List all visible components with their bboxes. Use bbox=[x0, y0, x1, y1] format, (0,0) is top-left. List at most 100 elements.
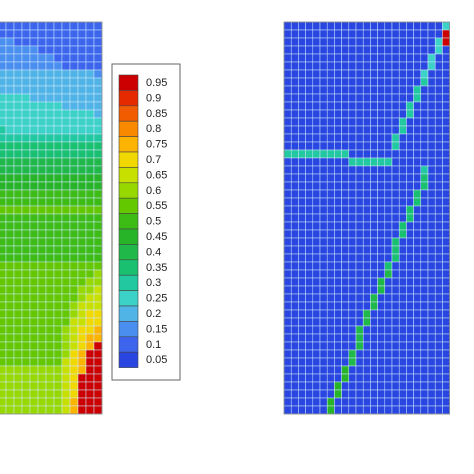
heatmap-cell bbox=[0, 157, 7, 167]
heatmap-cell bbox=[93, 189, 103, 199]
heatmap-cell bbox=[93, 125, 103, 135]
heatmap-cell bbox=[362, 405, 371, 415]
heatmap-cell bbox=[290, 301, 299, 311]
heatmap-cell bbox=[370, 181, 378, 191]
heatmap-cell bbox=[0, 173, 7, 183]
heatmap-cell bbox=[406, 221, 414, 231]
heatmap-cell bbox=[305, 205, 314, 215]
heatmap-cell bbox=[420, 245, 429, 255]
heatmap-cell bbox=[413, 21, 422, 31]
heatmap-cell bbox=[61, 373, 71, 383]
heatmap-cell bbox=[326, 285, 335, 295]
heatmap-cell bbox=[442, 53, 450, 63]
heatmap-cell bbox=[69, 333, 79, 343]
heatmap-cell bbox=[391, 109, 400, 119]
heatmap-cell bbox=[312, 213, 321, 223]
heatmap-cell bbox=[434, 237, 443, 247]
heatmap-cell bbox=[0, 357, 7, 367]
heatmap-cell bbox=[391, 181, 400, 191]
heatmap-cell bbox=[13, 149, 23, 159]
heatmap-cell bbox=[377, 53, 386, 63]
heatmap-cell bbox=[406, 85, 414, 95]
heatmap-cell bbox=[420, 285, 429, 295]
heatmap-cell bbox=[85, 261, 95, 271]
heatmap-cell bbox=[334, 205, 342, 215]
heatmap-cell bbox=[348, 85, 357, 95]
heatmap-cell bbox=[77, 389, 87, 399]
heatmap-cell bbox=[283, 373, 292, 383]
heatmap-cell bbox=[413, 117, 422, 127]
heatmap-cell bbox=[348, 405, 357, 415]
heatmap-cell bbox=[305, 341, 314, 351]
heatmap-cell bbox=[283, 365, 292, 375]
heatmap-cell bbox=[406, 253, 414, 263]
heatmap-cell bbox=[53, 333, 63, 343]
colorbar-tick-label: 0.25 bbox=[146, 293, 167, 305]
heatmap-cell bbox=[85, 285, 95, 295]
heatmap-cell bbox=[5, 37, 15, 47]
heatmap-cell bbox=[348, 117, 357, 127]
heatmap-cell bbox=[290, 109, 299, 119]
heatmap-cell bbox=[434, 309, 443, 319]
heatmap-cell bbox=[341, 373, 350, 383]
colorbar-swatch bbox=[118, 213, 139, 230]
heatmap-cell bbox=[29, 269, 39, 279]
heatmap-cell bbox=[348, 261, 357, 271]
heatmap-cell bbox=[5, 245, 15, 255]
heatmap-cell bbox=[298, 29, 306, 39]
heatmap-cell bbox=[61, 189, 71, 199]
heatmap-cell bbox=[370, 205, 378, 215]
heatmap-cell bbox=[442, 333, 450, 343]
colorbar-swatch bbox=[118, 228, 139, 245]
heatmap-cell bbox=[427, 29, 436, 39]
heatmap-cell bbox=[13, 341, 23, 351]
heatmap-cell bbox=[420, 37, 429, 47]
heatmap-cell bbox=[61, 261, 71, 271]
heatmap-cell bbox=[45, 301, 55, 311]
heatmap-cell bbox=[29, 381, 39, 391]
heatmap-cell bbox=[13, 181, 23, 191]
heatmap-cell bbox=[290, 125, 299, 135]
heatmap-cell bbox=[391, 213, 400, 223]
heatmap-cell bbox=[391, 237, 400, 247]
heatmap-cell bbox=[85, 181, 95, 191]
heatmap-cell bbox=[312, 157, 321, 167]
heatmap-cell bbox=[61, 405, 71, 415]
heatmap-cell bbox=[406, 77, 414, 87]
heatmap-cell bbox=[29, 245, 39, 255]
heatmap-cell bbox=[69, 205, 79, 215]
heatmap-cell bbox=[77, 61, 87, 71]
heatmap-cell bbox=[37, 133, 47, 143]
heatmap-cell bbox=[53, 149, 63, 159]
heatmap-cell bbox=[283, 253, 292, 263]
heatmap-cell bbox=[420, 157, 429, 167]
heatmap-cell bbox=[5, 133, 15, 143]
heatmap-cell bbox=[305, 229, 314, 239]
heatmap-cell bbox=[427, 301, 436, 311]
heatmap-cell bbox=[298, 205, 306, 215]
heatmap-cell bbox=[434, 149, 443, 159]
heatmap-cell bbox=[61, 93, 71, 103]
heatmap-cell bbox=[45, 21, 55, 31]
heatmap-cell bbox=[377, 365, 386, 375]
heatmap-cell bbox=[45, 261, 55, 271]
heatmap-cell bbox=[13, 77, 23, 87]
heatmap-cell bbox=[406, 117, 414, 127]
heatmap-cell bbox=[13, 61, 23, 71]
heatmap-cell bbox=[61, 29, 71, 39]
heatmap-cell bbox=[334, 181, 342, 191]
heatmap-cell bbox=[5, 109, 15, 119]
heatmap-cell bbox=[319, 365, 328, 375]
heatmap-cell bbox=[283, 165, 292, 175]
heatmap-cell bbox=[21, 53, 31, 63]
heatmap-cell bbox=[312, 45, 321, 55]
heatmap-cell bbox=[377, 221, 386, 231]
heatmap-cell bbox=[69, 253, 79, 263]
heatmap-cell bbox=[427, 277, 436, 287]
heatmap-cell bbox=[319, 389, 328, 399]
heatmap-cell bbox=[21, 85, 31, 95]
heatmap-cell bbox=[298, 237, 306, 247]
heatmap-cell bbox=[305, 277, 314, 287]
heatmap-cell bbox=[406, 373, 414, 383]
heatmap-cell bbox=[53, 165, 63, 175]
